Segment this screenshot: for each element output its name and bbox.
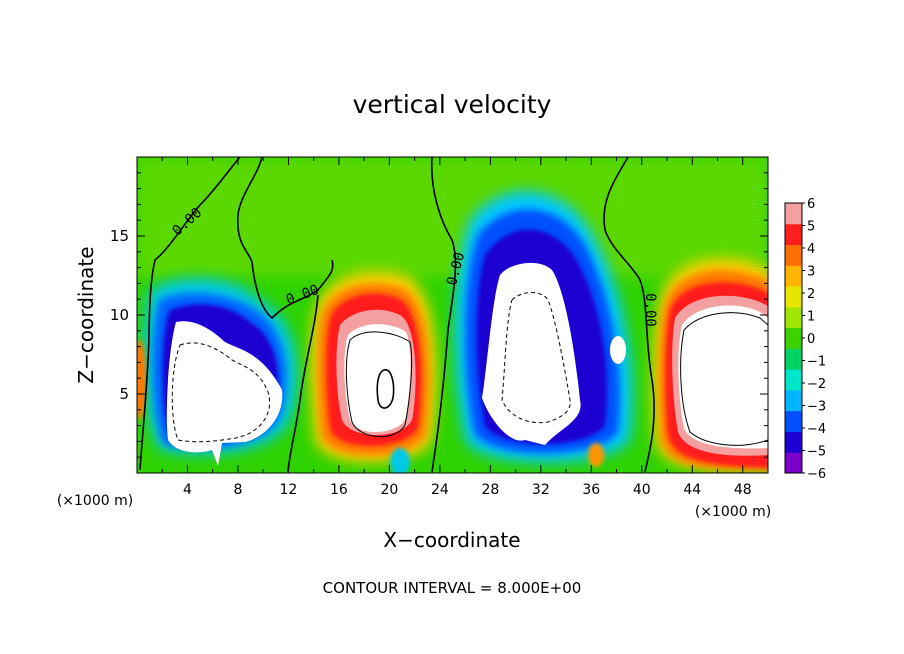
contour-interval-footer: CONTOUR INTERVAL = 8.000E+00 — [323, 579, 582, 597]
colorbar-tick-label: −1 — [807, 355, 826, 370]
x-tick-label: 48 — [734, 482, 752, 498]
contour-zero-line — [430, 157, 457, 473]
x-tick-label: 28 — [481, 482, 499, 498]
colorbar-tick-label: −4 — [807, 422, 826, 437]
colorbar-swatch — [785, 348, 802, 370]
y-tick-label: 10 — [110, 306, 129, 324]
colorbar-swatch — [785, 286, 802, 308]
y-axis-label: Z−coordinate — [74, 246, 98, 383]
y-tick-label: 15 — [110, 227, 129, 245]
x-tick-label: 32 — [532, 482, 550, 498]
contour-zero-line — [287, 294, 319, 473]
colorbar-tick-label: −5 — [807, 445, 826, 460]
y-axis-ticks: 5 10 15 — [110, 172, 768, 458]
x-tick-label: 20 — [380, 482, 398, 498]
colorbar-tick-label: 6 — [807, 197, 815, 212]
contour-label: 0.00 — [642, 293, 658, 327]
updraft-cell-center — [310, 271, 437, 463]
colorbar-swatch — [785, 223, 802, 246]
colorbar-tick-label: 4 — [807, 242, 815, 257]
colorbar: 6 5 4 3 2 1 0 −1 −2 −3 −4 −5 −6 — [784, 197, 826, 482]
contour-dashed-line — [171, 342, 271, 443]
downdraft-cell-left — [143, 278, 298, 466]
x-tick-label: 40 — [633, 482, 651, 498]
colorbar-tick-label: −3 — [807, 400, 826, 415]
x-tick-label: 44 — [683, 482, 701, 498]
contour-zero-line — [603, 157, 655, 473]
colorbar-tick-label: 2 — [807, 287, 815, 302]
colorbar-tick-label: 3 — [807, 265, 815, 280]
updraft-cell-right — [652, 258, 768, 471]
contour-solid-line — [680, 312, 768, 446]
colorbar-tick-label: 5 — [807, 220, 815, 235]
colorbar-swatch — [785, 327, 802, 349]
y-tick-label: 5 — [119, 385, 129, 403]
contour-zero-line — [237, 157, 334, 320]
contour-solid-line — [345, 331, 413, 438]
heatmap-field — [137, 157, 768, 473]
contour-lines — [139, 157, 768, 473]
colorbar-tick-label: 1 — [807, 310, 815, 325]
colorbar-swatch — [785, 244, 802, 266]
colorbar-swatch — [785, 431, 802, 453]
x-tick-label: 4 — [183, 482, 192, 498]
downdraft-cell-right — [454, 191, 633, 463]
colorbar-swatch — [785, 203, 802, 225]
colorbar-tick-label: −2 — [807, 377, 826, 392]
colorbar-swatch — [785, 452, 802, 474]
x-tick-label: 16 — [330, 482, 348, 498]
colorbar-swatch — [785, 306, 802, 329]
x-tick-label: 8 — [233, 482, 242, 498]
x-tick-label: 12 — [280, 482, 298, 498]
colorbar-tick-label: −6 — [807, 467, 826, 482]
colorbar-swatch — [785, 410, 802, 432]
colorbar-swatch — [785, 369, 802, 391]
x-unit-label: (×1000 m) — [57, 493, 133, 509]
x-tick-label: 24 — [431, 482, 449, 498]
contour-solid-line — [376, 369, 395, 409]
x-tick-label: 36 — [582, 482, 600, 498]
chart-title: vertical velocity — [353, 90, 552, 119]
contour-zero-line — [139, 157, 241, 471]
colorbar-tick-label: 0 — [807, 332, 815, 347]
colorbar-swatch — [785, 265, 802, 287]
contour-labels: 0.00 0.00 0.00 0.00 — [169, 205, 658, 327]
z-unit-label: (×1000 m) — [695, 504, 771, 520]
x-axis-label: X−coordinate — [383, 528, 520, 552]
colorbar-swatch — [785, 389, 802, 412]
x-axis-ticks: 4 8 12 16 20 24 28 32 36 40 44 48 — [161, 157, 752, 498]
